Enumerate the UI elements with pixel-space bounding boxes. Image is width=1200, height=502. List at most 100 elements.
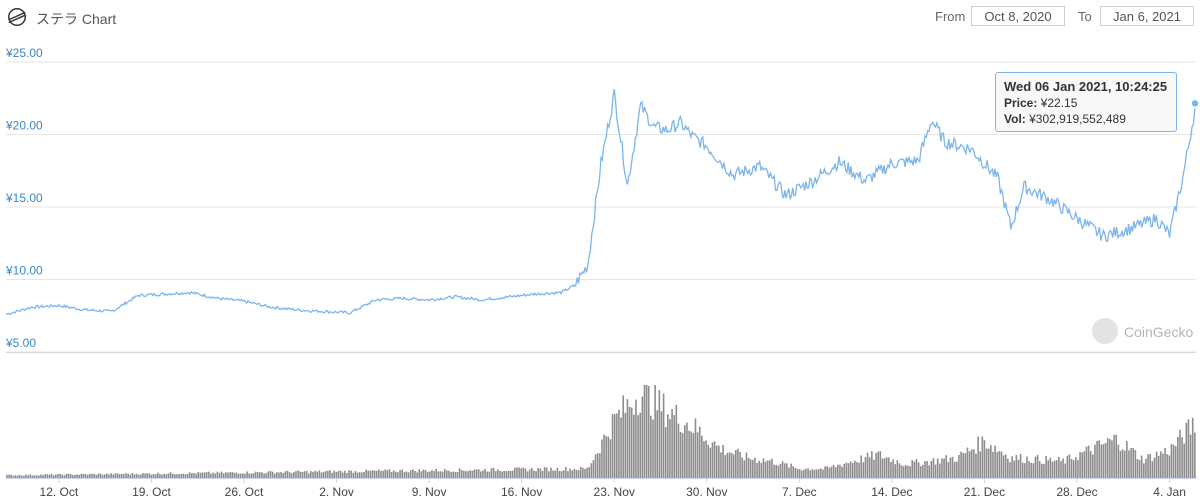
volume-bar <box>1126 441 1128 478</box>
volume-bar <box>1064 463 1067 478</box>
volume-bar <box>27 475 30 478</box>
volume-bar <box>1002 455 1005 478</box>
volume-bar <box>201 472 204 478</box>
volume-bar <box>1168 455 1171 478</box>
volume-bar <box>188 472 191 478</box>
volume-bar <box>815 469 818 478</box>
x-tick-label: 14. Dec <box>871 485 912 499</box>
volume-bar <box>339 470 342 478</box>
volume-bar <box>692 432 695 478</box>
volume-bar <box>57 473 59 478</box>
volume-bar <box>590 463 593 478</box>
volume-bar <box>728 452 731 478</box>
volume-bar <box>871 451 873 478</box>
volume-bar <box>344 470 346 478</box>
volume-bar <box>949 457 952 478</box>
volume-bar <box>622 395 625 478</box>
volume-bar <box>932 458 935 478</box>
volume-bar <box>790 463 792 478</box>
volume-bar <box>1032 463 1035 478</box>
volume-bar <box>169 472 172 478</box>
volume-bar <box>913 461 916 478</box>
volume-bar <box>1145 458 1147 478</box>
volume-bar <box>8 474 10 478</box>
volume-bar <box>1134 450 1137 478</box>
volume-bar <box>894 464 897 478</box>
volume-bar <box>705 440 707 478</box>
volume-bar <box>851 463 854 478</box>
volume-bar <box>558 470 561 478</box>
volume-bar <box>335 471 338 478</box>
volume-bar <box>1075 457 1077 478</box>
volume-bar <box>341 472 344 478</box>
y-axis: ¥5.00 ¥10.00 ¥15.00 ¥20.00 ¥25.00 <box>5 46 43 350</box>
volume-bar <box>403 472 406 478</box>
volume-bar <box>1049 457 1052 478</box>
volume-bar <box>405 471 408 478</box>
volume-bar <box>1043 463 1045 478</box>
volume-bar <box>847 463 850 478</box>
volume-bar <box>331 472 333 478</box>
volume-bar <box>261 472 263 478</box>
stellar-logo-icon <box>8 8 26 26</box>
volume-bar <box>324 471 327 478</box>
volume-bar <box>1047 460 1050 478</box>
volume-bar <box>975 453 977 478</box>
volume-bar <box>1138 460 1141 478</box>
volume-bar <box>310 470 312 478</box>
volume-bar <box>879 451 882 478</box>
volume-bar <box>881 458 884 478</box>
volume-bar <box>354 470 357 478</box>
volume-bar <box>917 462 920 478</box>
volume-bar <box>669 418 671 478</box>
volume-bar <box>837 464 839 478</box>
volume-bar <box>883 458 886 478</box>
from-date-input[interactable]: Oct 8, 2020 <box>971 6 1065 26</box>
volume-bar <box>171 473 174 478</box>
volume-bar <box>577 470 580 478</box>
volume-bar <box>977 436 979 478</box>
volume-bar <box>120 473 123 478</box>
price-hover-point <box>1190 98 1200 109</box>
volume-bar <box>888 457 890 478</box>
volume-bar <box>235 472 238 478</box>
volume-bar <box>873 459 875 478</box>
volume-bar <box>1026 456 1028 478</box>
volume-bar <box>783 463 786 478</box>
y-tick-label: ¥5.00 <box>5 336 36 350</box>
volume-bar <box>84 474 87 478</box>
volume-bar <box>667 414 669 478</box>
to-date-input[interactable]: Jan 6, 2021 <box>1100 6 1194 26</box>
volume-bar <box>178 474 180 478</box>
volume-bar <box>766 460 769 478</box>
volume-bar <box>327 470 329 478</box>
volume-bar <box>613 414 616 478</box>
volume-bar <box>630 407 633 478</box>
volume-bar <box>76 474 78 478</box>
volume-bar <box>110 473 112 478</box>
volume-bar <box>860 455 863 478</box>
volume-bar <box>61 474 64 478</box>
volume-bar <box>144 473 146 478</box>
volume-bar <box>174 474 176 478</box>
volume-bar <box>594 454 597 478</box>
volume-bar <box>698 426 701 478</box>
volume-bar <box>503 470 506 478</box>
volume-bar <box>885 457 888 478</box>
volume-bar <box>1143 463 1145 478</box>
volume-bar <box>1181 437 1183 478</box>
volume-bar <box>159 473 161 478</box>
volume-bar <box>248 473 251 478</box>
x-tick-label: 23. Nov <box>594 485 635 499</box>
volume-bar <box>114 473 117 478</box>
volume-bar <box>395 471 397 478</box>
volume-bar <box>446 470 448 478</box>
volume-bar <box>212 472 214 478</box>
volume-bar <box>798 469 801 478</box>
volume-bar <box>1157 455 1160 478</box>
volume-bar <box>531 467 533 478</box>
volume-bar <box>163 473 166 478</box>
volume-bar <box>1070 458 1073 478</box>
volume-bar <box>231 471 234 478</box>
